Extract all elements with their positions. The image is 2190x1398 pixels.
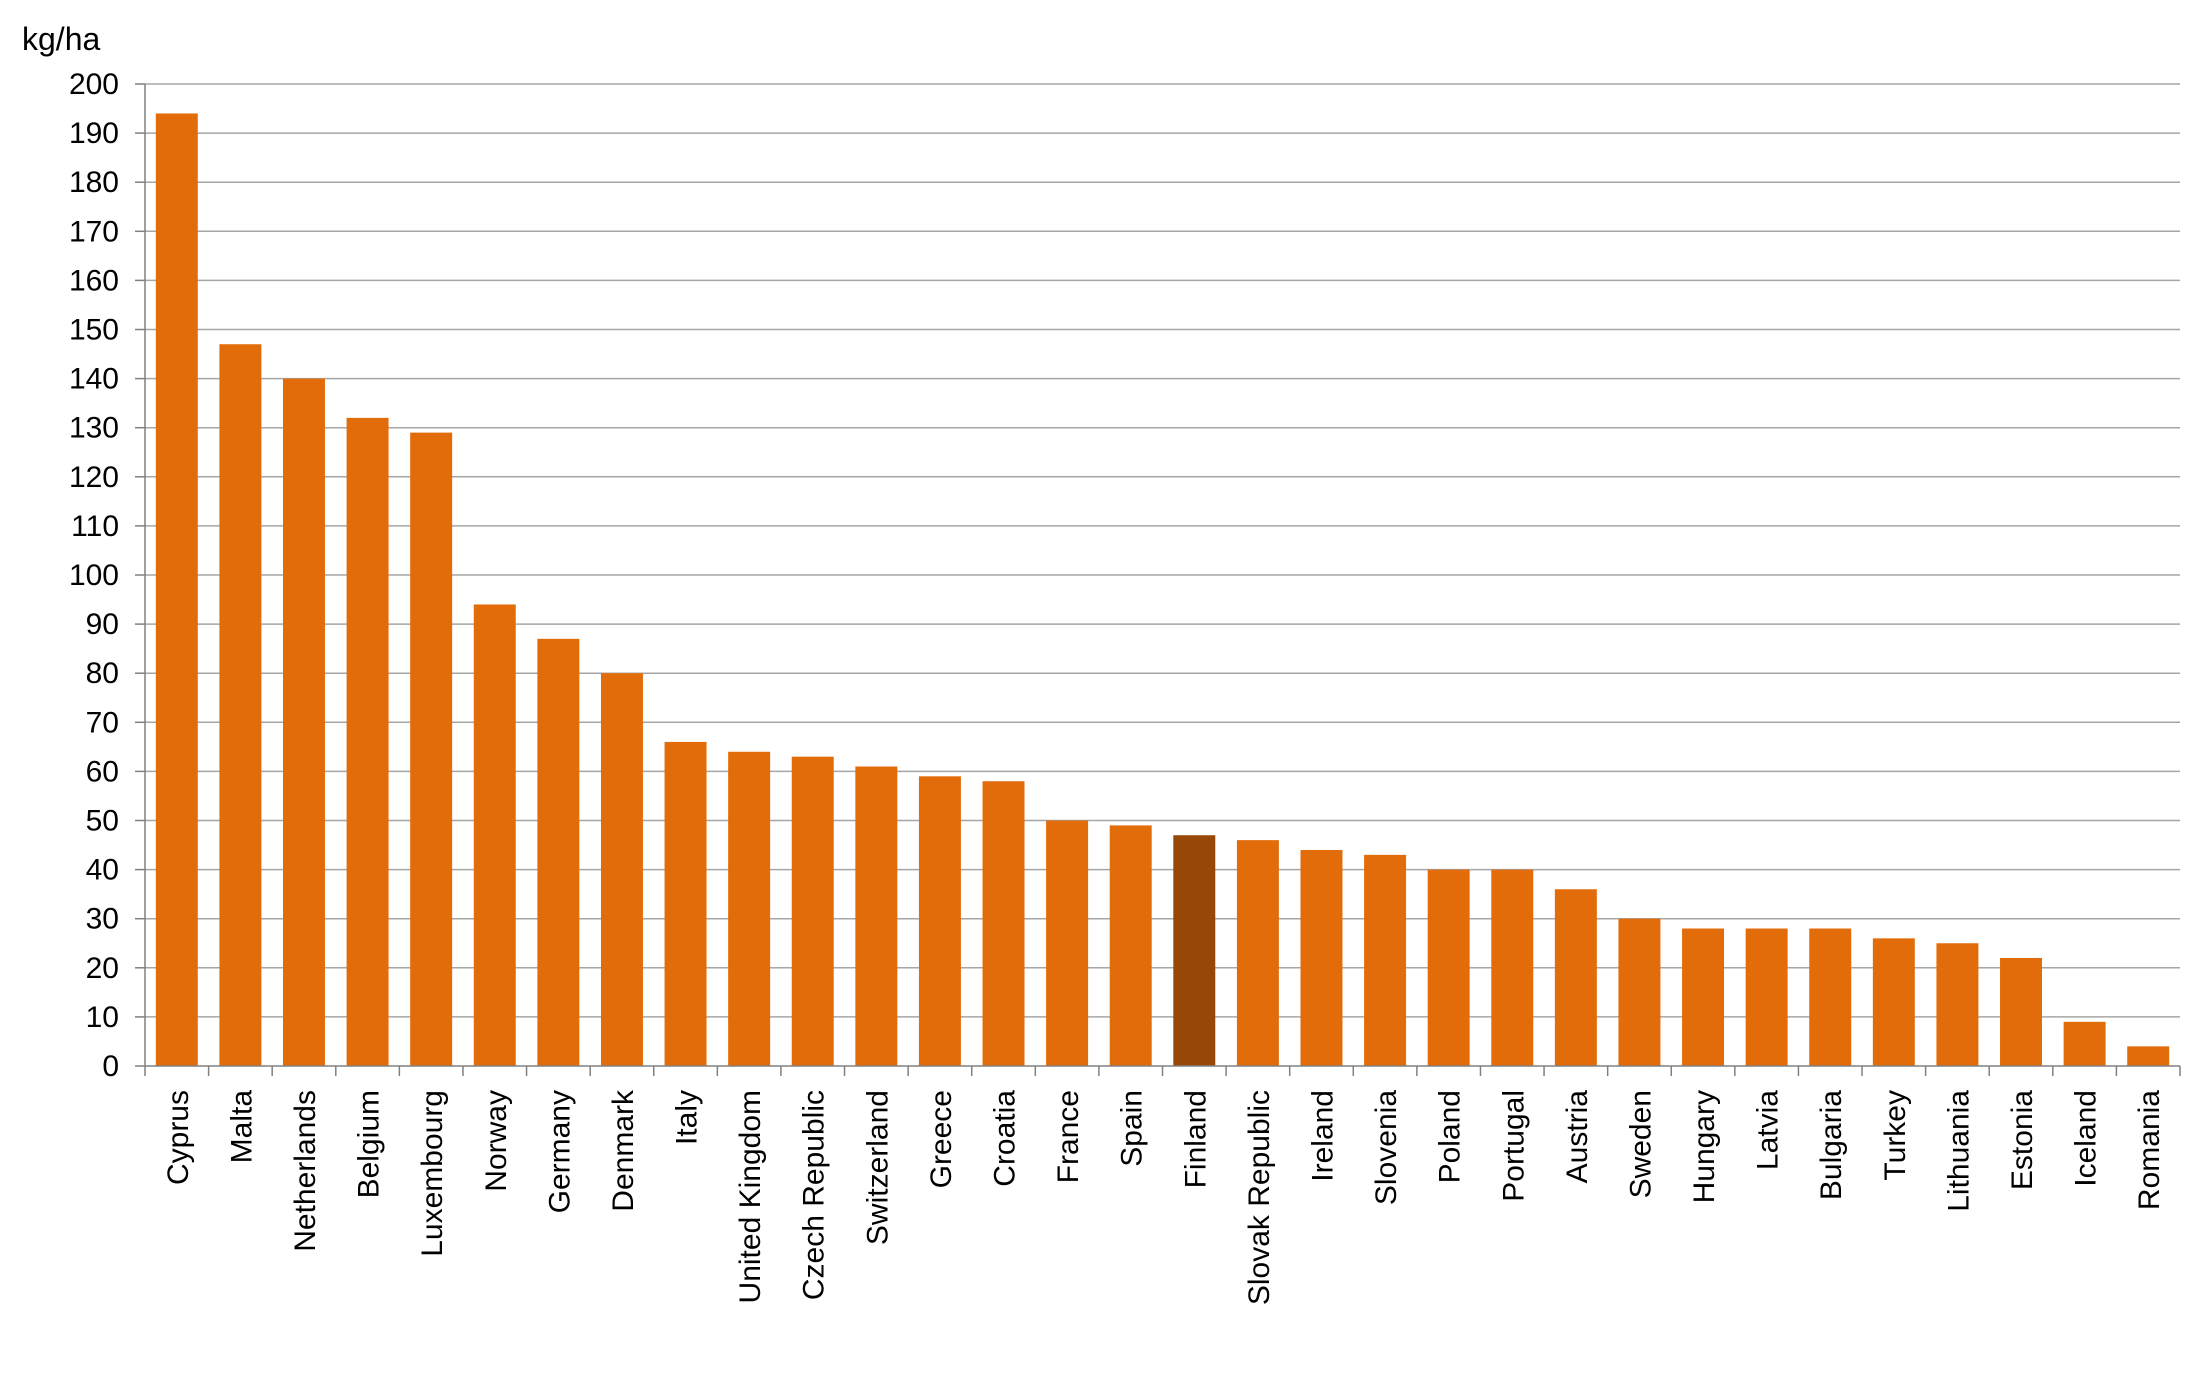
bar-cyprus [155, 113, 198, 1066]
y-tick-label: 100 [69, 559, 119, 592]
bar-united-kingdom [728, 751, 771, 1066]
x-tick-label: Netherlands [289, 1090, 322, 1252]
bar-malta [219, 344, 262, 1067]
bar-romania [2127, 1046, 2170, 1066]
bar-sweden [1618, 918, 1661, 1066]
bar-estonia [2000, 957, 2043, 1066]
bar-luxembourg [410, 432, 453, 1066]
x-tick-label: Croatia [989, 1090, 1022, 1187]
y-axis-ticks: 0 10 20 30 40 50 60 70 80 90 100 110 120 130 140 150 160… [69, 68, 145, 1083]
bar-slovak-republic [1236, 840, 1279, 1066]
x-tick-label: Italy [671, 1090, 704, 1145]
bar-croatia [982, 781, 1025, 1066]
y-axis-unit-label: kg/ha [22, 21, 100, 57]
bar-ireland [1300, 849, 1343, 1066]
bar-bulgaria [1809, 928, 1852, 1066]
bar-norway [473, 604, 516, 1066]
x-tick-label: United Kingdom [734, 1090, 767, 1303]
y-tick-label: 0 [102, 1050, 119, 1083]
y-tick-label: 90 [86, 608, 119, 641]
x-tick-label: Poland [1434, 1090, 1467, 1183]
bar-slovenia [1364, 854, 1407, 1066]
bar-netherlands [282, 378, 325, 1067]
bar-italy [664, 741, 707, 1066]
x-tick-label: Lithuania [1942, 1090, 1975, 1212]
x-tick-label: Iceland [2070, 1090, 2103, 1187]
bar-france [1046, 820, 1089, 1066]
x-tick-label: Greece [925, 1090, 958, 1188]
y-tick-label: 110 [71, 510, 119, 543]
bar-turkey [1872, 938, 1915, 1066]
y-tick-label: 60 [86, 755, 119, 788]
bar-czech-republic [791, 756, 834, 1066]
bar-belgium [346, 417, 389, 1066]
y-tick-label: 180 [69, 166, 119, 199]
bar-hungary [1682, 928, 1725, 1066]
x-axis-labels: Cyprus Malta Netherlands Belgium Luxembourg N… [162, 1089, 2166, 1305]
x-tick-label: Germany [543, 1090, 576, 1213]
x-tick-label: Denmark [607, 1089, 640, 1212]
y-tick-label: 80 [86, 657, 119, 690]
y-tick-label: 130 [69, 412, 119, 445]
x-tick-label: France [1052, 1090, 1085, 1183]
x-tick-label: Bulgaria [1815, 1090, 1848, 1200]
y-tick-label: 190 [69, 117, 119, 150]
y-tick-label: 50 [86, 805, 119, 838]
y-tick-label: 70 [86, 706, 119, 739]
x-tick-label: Malta [225, 1090, 258, 1164]
x-tick-label: Belgium [353, 1090, 386, 1198]
y-tick-label: 140 [69, 363, 119, 396]
y-tick-label: 30 [86, 903, 119, 936]
bar-finland [1173, 835, 1216, 1066]
x-tick-label: Portugal [1497, 1090, 1530, 1202]
x-tick-label: Romania [2133, 1090, 2166, 1210]
bar-austria [1554, 889, 1597, 1066]
x-tick-label: Cyprus [162, 1090, 195, 1185]
x-tick-label: Switzerland [861, 1090, 894, 1245]
x-tick-label: Ireland [1306, 1090, 1339, 1182]
bar-greece [918, 776, 961, 1066]
y-tick-label: 170 [69, 215, 119, 248]
bars [155, 113, 2170, 1067]
bar-lithuania [1936, 943, 1979, 1066]
x-tick-label: Finland [1179, 1090, 1212, 1188]
x-tick-label: Norway [480, 1090, 513, 1192]
x-tick-label: Slovak Republic [1243, 1090, 1276, 1305]
y-tick-label: 160 [69, 264, 119, 297]
bar-iceland [2063, 1021, 2106, 1066]
y-tick-label: 120 [69, 461, 119, 494]
x-tick-label: Sweden [1624, 1090, 1657, 1198]
bar-poland [1427, 869, 1470, 1066]
y-tick-label: 10 [86, 1001, 119, 1034]
x-tick-label: Luxembourg [416, 1090, 449, 1257]
y-tick-label: 20 [86, 952, 119, 985]
bar-spain [1109, 825, 1152, 1066]
y-tick-label: 200 [69, 68, 119, 101]
x-tick-label: Hungary [1688, 1090, 1721, 1203]
bar-switzerland [855, 766, 898, 1066]
bar-portugal [1491, 869, 1534, 1066]
x-tick-label: Spain [1116, 1090, 1149, 1167]
y-tick-label: 40 [86, 854, 119, 887]
bar-denmark [600, 673, 643, 1066]
x-tick-label: Austria [1561, 1090, 1594, 1184]
bar-latvia [1745, 928, 1788, 1066]
x-tick-label: Estonia [2006, 1090, 2039, 1190]
x-tick-label: Slovenia [1370, 1090, 1403, 1205]
x-tick-label: Latvia [1752, 1090, 1785, 1170]
y-tick-label: 150 [69, 314, 119, 347]
x-tick-label: Czech Republic [798, 1090, 831, 1300]
x-tick-label: Turkey [1879, 1090, 1912, 1181]
bar-germany [537, 638, 580, 1066]
